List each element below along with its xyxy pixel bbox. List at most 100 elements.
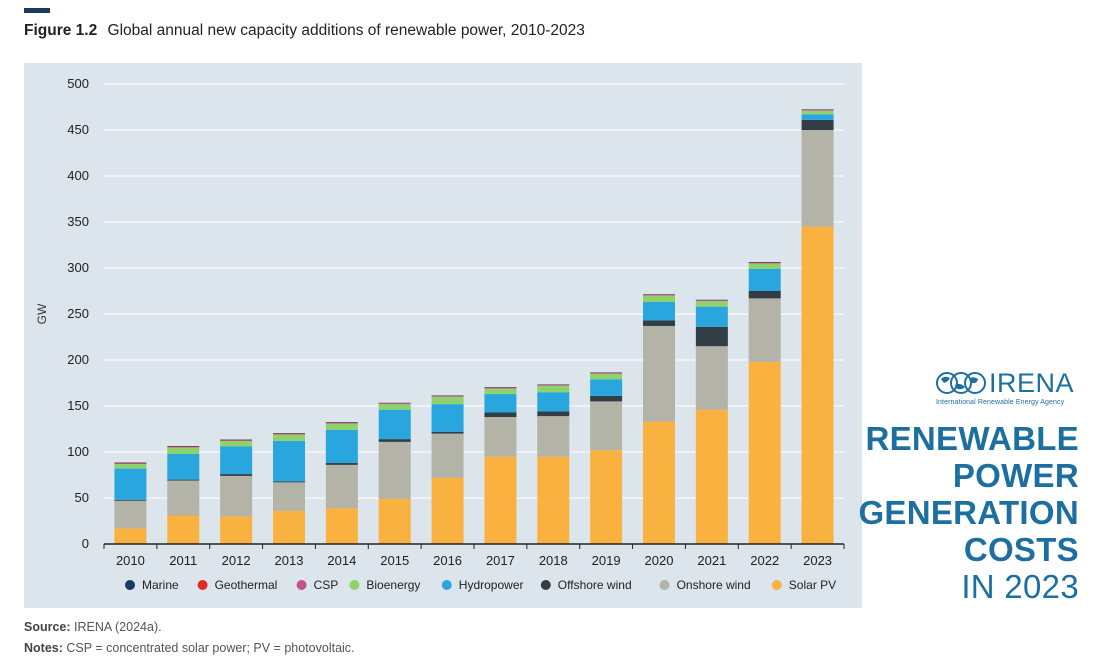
bar-segment-hydropower bbox=[114, 468, 147, 500]
bar-segment-bioenergy bbox=[220, 440, 253, 447]
y-tick-label: 450 bbox=[67, 122, 89, 137]
bar-segment-solar-pv bbox=[748, 361, 781, 544]
source-text: IRENA (2024a). bbox=[74, 620, 162, 634]
y-tick-label: 250 bbox=[67, 306, 89, 321]
report-title-line-3: GENERATION bbox=[858, 494, 1079, 531]
y-tick-label: 350 bbox=[67, 214, 89, 229]
bar-segment-offshore-wind bbox=[537, 411, 570, 417]
bar-segment-offshore-wind bbox=[325, 463, 358, 465]
bar-segment-hydropower bbox=[643, 302, 675, 321]
bar-segment-solar-pv bbox=[801, 226, 834, 544]
bar-segment-solar-pv bbox=[114, 528, 147, 544]
bar-segment-solar-pv bbox=[378, 498, 411, 544]
bar-segment-bioenergy bbox=[643, 295, 675, 303]
bar-segment-bioenergy bbox=[167, 447, 200, 454]
legend-label: Marine bbox=[142, 578, 179, 592]
globe-icon bbox=[936, 372, 986, 394]
bar-segment-bioenergy bbox=[695, 301, 728, 307]
bar-segment-hydropower bbox=[273, 440, 305, 482]
legend-label: CSP bbox=[314, 578, 339, 592]
bar-segment-hydropower bbox=[748, 268, 781, 291]
x-tick-label: 2014 bbox=[327, 553, 356, 568]
bar-segment-bioenergy bbox=[748, 263, 781, 269]
legend-swatch bbox=[197, 580, 208, 590]
x-tick-label: 2011 bbox=[169, 553, 197, 568]
irena-logo: IRENA International Renewable Energy Age… bbox=[935, 368, 1080, 412]
bar-segment-bioenergy bbox=[590, 373, 623, 380]
x-tick-label: 2020 bbox=[645, 553, 674, 568]
x-tick-label: 2019 bbox=[592, 553, 621, 568]
y-axis-label: GW bbox=[35, 303, 49, 324]
top-accent-rule bbox=[24, 8, 50, 13]
bar-segment-offshore-wind bbox=[643, 320, 675, 326]
bar-segment-onshore-wind bbox=[114, 500, 147, 529]
notes-label: Notes: bbox=[24, 641, 63, 655]
legend-swatch bbox=[659, 580, 670, 590]
bar-segment-onshore-wind bbox=[431, 433, 464, 478]
bar-segment-onshore-wind bbox=[748, 298, 781, 362]
bar-segment-onshore-wind bbox=[167, 480, 200, 516]
bar-segment-onshore-wind bbox=[643, 325, 675, 422]
bar-segment-solar-pv bbox=[167, 515, 200, 544]
bar-segment-solar-pv bbox=[431, 477, 464, 544]
y-tick-label: 150 bbox=[67, 398, 89, 413]
legend-label: Bioenergy bbox=[366, 578, 420, 592]
legend-label: Onshore wind bbox=[677, 578, 751, 592]
bar-segment-onshore-wind bbox=[484, 417, 517, 457]
bar-segment-offshore-wind bbox=[695, 326, 728, 347]
bar-segment-onshore-wind bbox=[801, 130, 834, 227]
bar-segment-solar-pv bbox=[220, 516, 253, 544]
bar-segment-onshore-wind bbox=[220, 475, 253, 517]
legend-label: Solar PV bbox=[789, 578, 836, 592]
bar-segment-bioenergy bbox=[273, 434, 305, 441]
y-tick-label: 100 bbox=[67, 444, 89, 459]
notes-text: CSP = concentrated solar power; PV = pho… bbox=[66, 641, 355, 655]
source-line: Source: IRENA (2024a). bbox=[24, 620, 162, 634]
bar-segment-offshore-wind bbox=[748, 291, 781, 299]
legend-swatch bbox=[540, 580, 551, 590]
logo-subtitle: International Renewable Energy Agency bbox=[936, 399, 1065, 406]
bar-segment-onshore-wind bbox=[695, 346, 728, 410]
x-tick-label: 2013 bbox=[275, 553, 304, 568]
source-label: Source: bbox=[24, 620, 71, 634]
bar-segment-solar-pv bbox=[273, 510, 305, 544]
bar-segment-hydropower bbox=[484, 394, 517, 413]
bar-segment-onshore-wind bbox=[378, 441, 411, 499]
bar-segment-offshore-wind bbox=[801, 119, 834, 130]
x-tick-label: 2023 bbox=[803, 553, 832, 568]
bar-segment-onshore-wind bbox=[537, 416, 570, 457]
bar-segment-solar-pv bbox=[484, 456, 517, 544]
y-tick-label: 500 bbox=[67, 76, 89, 91]
legend-swatch bbox=[441, 580, 452, 590]
bar-segment-hydropower bbox=[537, 392, 570, 412]
chart-panel: 0 50 100 150 200 250 300 350 400 450 500 GW 2010 2011… bbox=[24, 63, 862, 608]
bar-segment-onshore-wind bbox=[590, 401, 623, 451]
figure-title-text: Global annual new capacity additions of … bbox=[107, 22, 585, 39]
x-tick-label: 2012 bbox=[222, 553, 251, 568]
report-title-line-4: COSTS bbox=[963, 531, 1079, 568]
figure-number: Figure 1.2 bbox=[24, 22, 98, 39]
bar-segment-bioenergy bbox=[484, 388, 517, 395]
logo-wordmark: IRENA bbox=[989, 368, 1075, 398]
bar-segment-hydropower bbox=[167, 453, 200, 480]
bar-segment-solar-pv bbox=[695, 409, 728, 544]
bar-segment-offshore-wind bbox=[114, 499, 147, 501]
bar-segment-offshore-wind bbox=[220, 474, 253, 476]
bar-segment-hydropower bbox=[325, 429, 358, 464]
bar-segment-hydropower bbox=[695, 306, 728, 327]
y-tick-label: 200 bbox=[67, 352, 89, 367]
bar-segment-bioenergy bbox=[114, 463, 147, 469]
bar-segment-onshore-wind bbox=[273, 482, 305, 511]
y-tick-label: 300 bbox=[67, 260, 89, 275]
bar-segment-offshore-wind bbox=[484, 412, 517, 418]
notes-line: Notes: CSP = concentrated solar power; P… bbox=[24, 641, 355, 655]
bar-segment-hydropower bbox=[590, 379, 623, 396]
legend-swatch bbox=[296, 580, 307, 590]
bar-segment-offshore-wind bbox=[431, 431, 464, 434]
x-tick-label: 2010 bbox=[116, 553, 145, 568]
report-title-line-2: POWER bbox=[952, 457, 1079, 494]
bar-segment-offshore-wind bbox=[590, 395, 623, 402]
x-tick-label: 2021 bbox=[697, 553, 726, 568]
bar-segment-offshore-wind bbox=[273, 481, 305, 483]
legend-swatch bbox=[125, 580, 135, 590]
